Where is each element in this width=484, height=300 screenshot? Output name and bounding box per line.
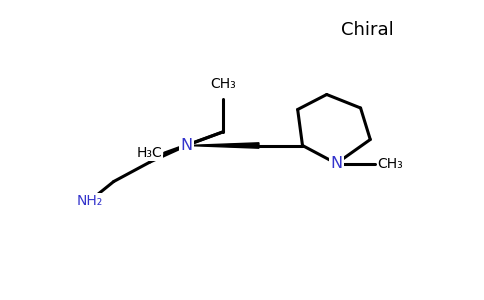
Polygon shape (186, 143, 259, 148)
Text: N: N (180, 138, 193, 153)
Text: CH₃: CH₃ (378, 157, 403, 170)
Text: NH₂: NH₂ (76, 194, 103, 208)
Text: CH₃: CH₃ (210, 77, 236, 92)
Text: H₃C: H₃C (136, 146, 162, 160)
Text: N: N (330, 156, 343, 171)
Text: Chiral: Chiral (342, 21, 394, 39)
